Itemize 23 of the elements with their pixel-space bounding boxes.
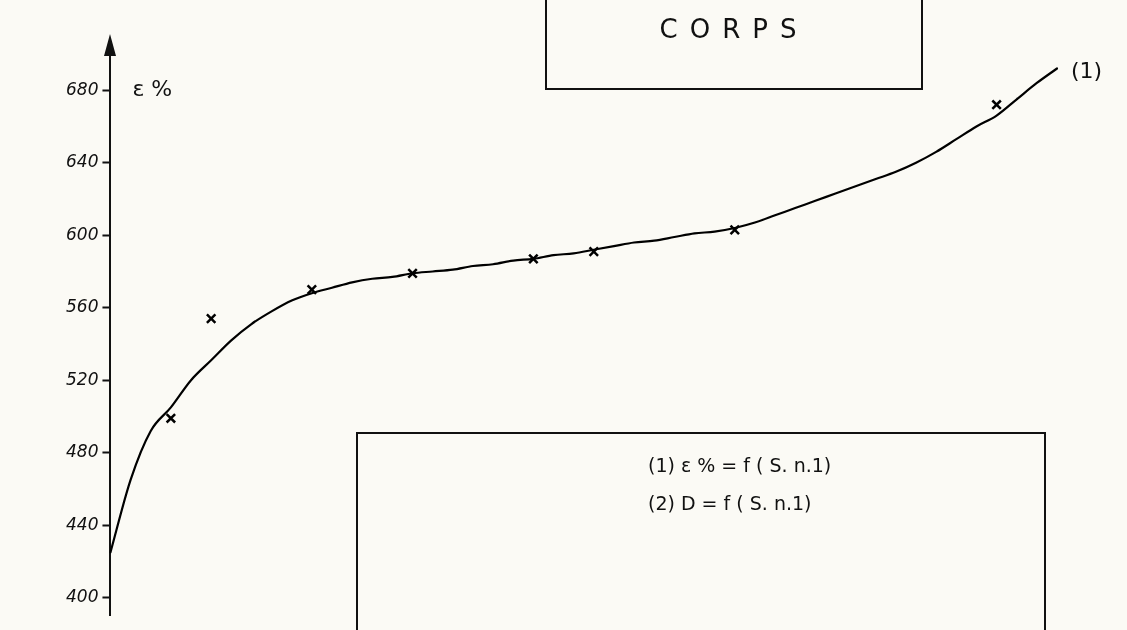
text-box: (1) ε % = f ( S. n.1) (2) D = f ( S. n.1) (356, 432, 1046, 630)
point (588, 246, 600, 258)
point (407, 267, 419, 279)
y-tick-label: 400 (65, 586, 99, 607)
y-tick-label: 600 (65, 223, 99, 244)
series-label: (1) (1071, 58, 1103, 84)
point (729, 224, 741, 236)
point (165, 412, 177, 424)
point (527, 253, 539, 265)
point (306, 284, 318, 296)
point (205, 313, 217, 325)
point (991, 99, 1003, 111)
y-tick-label: 480 (65, 441, 99, 462)
annotation: (1) ε % = f ( S. n.1) (648, 454, 833, 476)
line-series (109, 67, 1059, 554)
y-tick-label: 640 (65, 151, 99, 172)
y-tick-label: 680 (65, 78, 99, 99)
y-tick-label: 520 (65, 368, 99, 389)
text-box: CORPS (545, 0, 923, 90)
y-tick-label: 560 (65, 296, 99, 317)
y-tick-label: 440 (65, 513, 99, 534)
annotation: (2) D = f ( S. n.1) (648, 492, 813, 514)
y-axis-title: ε % (132, 76, 173, 102)
